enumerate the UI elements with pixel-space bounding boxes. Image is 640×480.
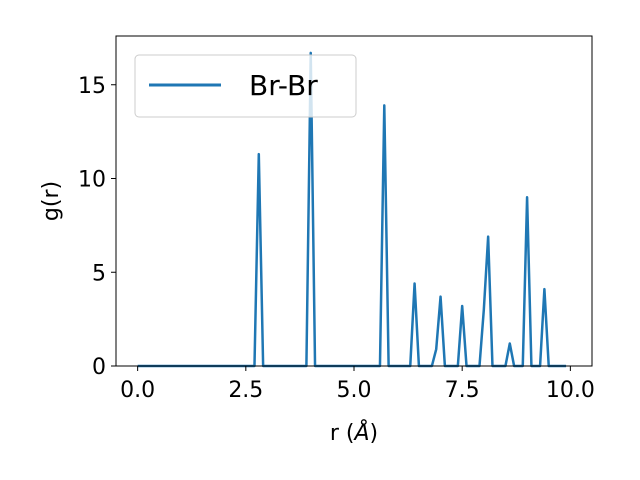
y-tick-label: 15 — [78, 74, 106, 99]
y-tick-label: 0 — [92, 355, 106, 380]
x-axis-label-suffix: ) — [370, 421, 379, 446]
x-axis-label: r (Å) — [330, 419, 378, 446]
x-tick-label: 5.0 — [337, 378, 372, 403]
y-axis-label: g(r) — [39, 181, 64, 221]
x-tick-label: 7.5 — [445, 378, 480, 403]
y-tick-label: 5 — [92, 261, 106, 286]
x-axis-label-prefix: r ( — [330, 421, 355, 446]
x-axis-label-symbol: Å — [352, 419, 369, 446]
x-tick-label: 2.5 — [228, 378, 263, 403]
legend-label-br-br: Br-Br — [249, 69, 318, 102]
y-axis: 0 5 10 15 — [78, 74, 116, 380]
x-axis: 0.0 2.5 5.0 7.5 10.0 — [120, 366, 595, 403]
legend: Br-Br — [134, 54, 357, 118]
x-tick-label: 10.0 — [546, 378, 595, 403]
y-tick-label: 10 — [78, 168, 106, 193]
legend-box — [134, 54, 357, 118]
x-tick-label: 0.0 — [120, 378, 155, 403]
